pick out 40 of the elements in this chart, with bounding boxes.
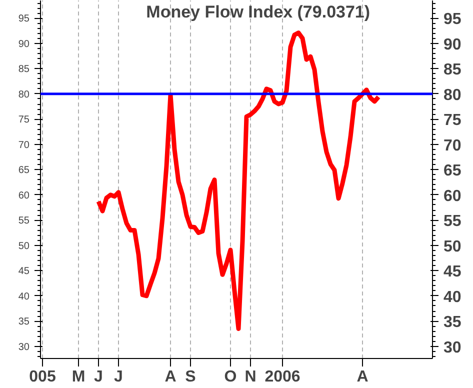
y-tick-label: 90 <box>18 38 30 50</box>
y-tick-label: 75 <box>18 114 30 126</box>
y2-tick-label: 60 <box>444 188 462 205</box>
y-tick-label: 45 <box>18 266 30 278</box>
y2-tick-label: 70 <box>444 137 462 154</box>
y-tick-label: 40 <box>18 291 30 302</box>
y2-tick-label: 40 <box>444 288 462 306</box>
x-tick-label: S <box>185 368 196 386</box>
y-tick-label: 95 <box>18 14 30 25</box>
y2-tick-label: 35 <box>444 314 462 332</box>
y2-tick-label: 75 <box>444 112 462 130</box>
y-tick-label: 65 <box>18 165 30 176</box>
y-tick-label: 30 <box>18 342 30 353</box>
x-tick-label: 2006 <box>264 368 300 386</box>
x-tick-label: N <box>244 368 256 386</box>
y2-tick-label: 30 <box>444 339 462 356</box>
y-tick-label: 70 <box>18 140 30 151</box>
line-series <box>96 30 381 331</box>
y2-tick-label: 90 <box>444 36 462 54</box>
y2-tick-label: 55 <box>444 213 462 230</box>
x-tick-label: J <box>114 368 123 386</box>
x-tick-label: M <box>72 368 86 386</box>
y-tick-label: 55 <box>18 216 30 227</box>
y-tick-label: 60 <box>18 190 30 202</box>
y2-tick-label: 95 <box>444 11 462 28</box>
y2-tick-label: 50 <box>444 238 462 256</box>
x-tick-label: J <box>94 368 103 386</box>
x-tick-label: 005 <box>29 368 56 386</box>
x-tick-label: A <box>356 368 369 386</box>
chart-title: Money Flow Index (79.0371) <box>146 2 370 22</box>
y-tick-label: 80 <box>18 89 30 100</box>
y-tick-label: 50 <box>18 240 30 252</box>
y2-tick-label: 85 <box>444 62 462 79</box>
y2-tick-label: 80 <box>444 86 462 104</box>
x-tick-label: A <box>164 368 177 386</box>
y2-tick-label: 45 <box>444 264 462 281</box>
y-tick-label: 85 <box>18 64 30 76</box>
x-tick-label: O <box>224 368 237 386</box>
y2-tick-label: 65 <box>444 162 462 180</box>
y-tick-label: 35 <box>18 316 30 328</box>
